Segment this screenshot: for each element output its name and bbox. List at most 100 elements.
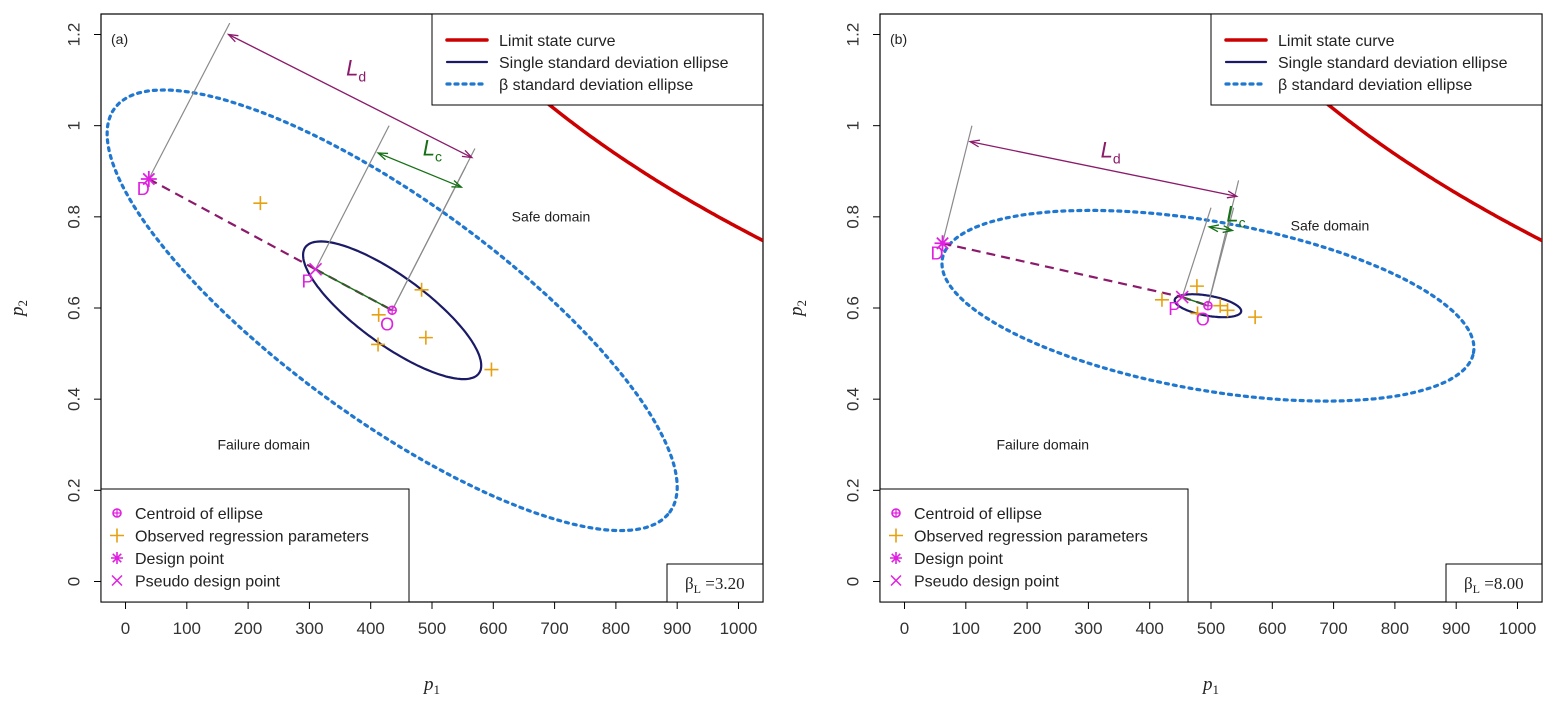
pseudo-point-label: P [1168,299,1180,319]
chart-panel-a: 0 100 200 300 400 500 600 700 800 900 1000 0 0.2 0.4 0… [7,13,764,697]
lc-arrow [377,152,462,188]
legend-label-single-ellipse: Single standard deviation ellipse [1278,55,1508,72]
observed-point [1220,303,1235,318]
legend-label-centroid: Centroid of ellipse [914,506,1042,523]
limit-state-curve [450,14,763,243]
y-tick-label: 0.4 [64,387,83,411]
ld-arrow [969,140,1237,197]
design-point-label: D [137,179,150,199]
x-tick-label: 500 [1197,619,1225,638]
lc-segment [315,268,393,311]
x-tick-label: 200 [1013,619,1041,638]
legend-label-pseudo: Pseudo design point [914,574,1060,591]
design-point [934,235,951,252]
x-tick-label: 400 [1136,619,1164,638]
centroid-point-label: O [1196,310,1210,330]
arrow-head [451,179,464,188]
beta-box [1445,563,1543,603]
observed-point [414,282,429,297]
arrow-head [376,152,389,161]
legend-label-single-ellipse: Single standard deviation ellipse [499,55,729,72]
pseudo-point [308,262,323,276]
legend-label-design: Design point [135,551,225,568]
x-tick-label: 900 [663,619,691,638]
x-tick-label: 100 [173,619,201,638]
x-tick-label: 600 [479,619,507,638]
observed-point [1189,279,1204,294]
x-tick-label: 700 [540,619,568,638]
y-tick-label: 0.8 [843,205,862,229]
x-tick-label: 300 [1074,619,1102,638]
arrow-head [1207,224,1220,233]
x-tick-label: 500 [418,619,446,638]
construction-line [941,125,973,244]
construction-line [315,125,390,270]
x-tick-label: 0 [121,619,130,638]
legend-label-beta-ellipse: β standard deviation ellipse [499,77,693,94]
observed-point [253,196,268,211]
beta-box [666,563,764,603]
legend-marker-pseudo [111,574,123,587]
observed-point [1213,298,1228,313]
x-tick-label: 900 [1442,619,1470,638]
legend-marker-observed [110,528,124,543]
observed-point [1190,306,1205,321]
x-axis-label: p1 [1201,674,1219,697]
ld-arrow [228,33,473,159]
y-tick-label: 0.8 [64,205,83,229]
chart-panel-b: 0 100 200 300 400 500 600 700 800 900 1000 0 0.2 0.4 0… [786,13,1543,697]
beta-label: βL =3.20 [685,574,745,596]
design-line [148,178,317,271]
x-tick-label: 300 [295,619,323,638]
construction-line [148,22,231,180]
ld-label: Ld [346,56,366,85]
legend-lines-box [431,13,764,106]
arrow-head [968,139,981,148]
observed-point [371,307,386,322]
observed-point [418,330,433,345]
y-axis-label: p2 [786,300,809,318]
y-tick-label: 0.4 [843,387,862,411]
lc-label: Lc [423,135,442,164]
x-tick-label: 600 [1258,619,1286,638]
limit-state-curve [1229,14,1542,243]
arrow-head [226,33,239,43]
x-tick-label: 1000 [1499,619,1537,638]
y-axis-label: p2 [7,300,30,318]
y-tick-label: 1.2 [64,23,83,47]
construction-line [1207,207,1235,306]
failure-domain-label: Failure domain [217,436,310,452]
design-point [140,171,157,188]
beta-std-ellipse [940,208,1476,403]
beta-label: βL =8.00 [1464,574,1524,596]
single-std-ellipse [1173,293,1243,319]
legend-label-design: Design point [914,551,1004,568]
x-tick-label: 400 [357,619,385,638]
design-point-label: D [931,243,944,263]
y-tick-label: 1 [843,121,862,130]
legend-label-centroid: Centroid of ellipse [135,506,263,523]
observed-point [1154,292,1169,307]
legend-label-pseudo: Pseudo design point [135,574,281,591]
arrow-head [1222,225,1235,234]
y-tick-label: 0.6 [843,296,862,320]
y-tick-label: 1.2 [843,23,862,47]
legend-lines-box [1210,13,1543,106]
y-tick-label: 0 [843,577,862,586]
x-tick-label: 1000 [720,619,758,638]
legend-label-limit-state: Limit state curve [499,33,616,50]
arrow-head [461,149,474,159]
legend-marker-observed [889,528,903,543]
beta-std-ellipse [105,88,679,533]
legend-points-box [100,488,410,603]
legend-label-observed: Observed regression parameters [135,529,369,546]
ld-label: Ld [1101,138,1121,167]
x-tick-label: 800 [1381,619,1409,638]
panel-label: (a) [111,31,128,47]
y-tick-label: 0.2 [64,479,83,503]
y-tick-label: 0.2 [843,479,862,503]
single-std-ellipse [302,240,483,381]
observed-point [1248,310,1263,325]
x-tick-label: 700 [1319,619,1347,638]
